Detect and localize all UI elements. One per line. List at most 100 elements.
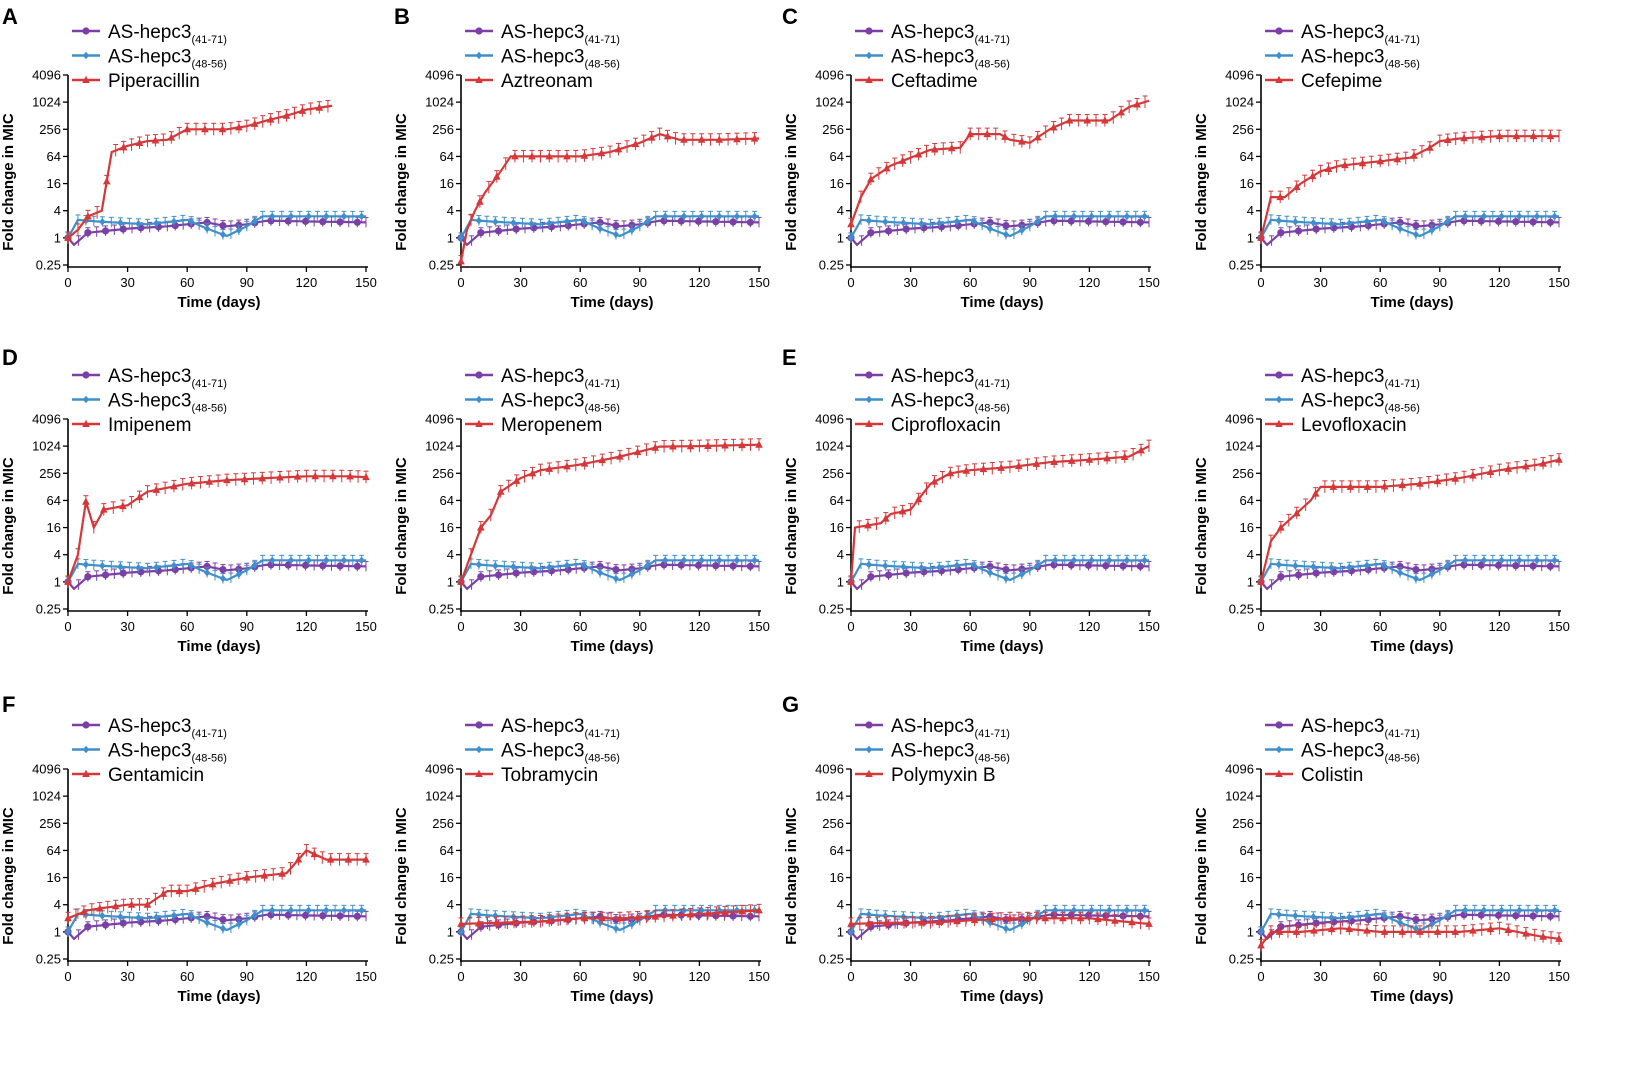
marker-triangle [669,442,677,450]
marker-triangle [697,135,706,143]
marker-circle [884,227,893,235]
legend: AS-hepc3(41-71)AS-hepc3(48-56)Colistin [1265,716,1420,786]
marker-triangle [738,440,746,449]
legend: AS-hepc3(41-71)AS-hepc3(48-56)Imipenem [72,366,227,436]
marker-diamond [1380,217,1388,226]
marker-triangle [663,132,672,140]
y-tick-label: 64 [440,493,454,508]
y-tick-label: 256 [39,466,61,481]
marker-circle [1084,911,1093,919]
y-tick-label: 4 [1247,897,1254,912]
marker-triangle [1292,182,1301,190]
marker-triangle [1327,924,1336,933]
marker-triangle [82,419,90,427]
series-hepc3-41-71 [64,215,369,247]
y-tick-label: 4096 [815,68,844,83]
x-tick-label: 150 [748,969,770,984]
marker-circle [865,27,873,35]
marker-diamond [1444,217,1451,226]
marker-diamond [1428,920,1436,929]
marker-diamond [733,906,741,915]
marker-diamond [1412,230,1420,239]
marker-triangle [669,911,677,919]
marker-triangle [187,479,196,487]
legend-label-main: Cefepime [1301,71,1382,92]
y-tick-label: 64 [1240,843,1254,858]
series-hepc3-41-71 [1257,215,1562,247]
series-antibiotic [64,843,370,925]
y-tick-label: 256 [432,466,454,481]
marker-diamond [644,217,651,226]
marker-triangle [218,125,227,133]
y-tick-label: 64 [830,149,844,164]
marker-triangle [159,889,168,897]
legend-label-main: AS-hepc3 [108,741,191,762]
y-tick-label: 4 [837,897,844,912]
marker-diamond [1551,212,1558,221]
marker-circle [1067,217,1075,225]
marker-diamond [612,924,620,933]
marker-diamond [1462,212,1469,221]
x-tick-label: 0 [64,969,71,984]
marker-triangle [733,134,741,143]
marker-circle [1494,911,1503,919]
subplot-ceftadime: 0.25 1 4 16 64 256 1024 4096 0 30 60 90 120 150 Time (… [783,22,1160,311]
marker-triangle [970,915,979,924]
marker-diamond [847,234,855,242]
legend-label-main: AS-hepc3 [108,391,191,412]
marker-triangle [1085,455,1094,463]
y-tick-label: 4 [447,203,454,218]
marker-diamond [1070,212,1078,221]
marker-circle [1546,218,1554,226]
marker-diamond [900,562,907,571]
legend-label-subscript: (48-56) [1384,753,1419,765]
marker-triangle [1133,100,1141,108]
y-tick-label: 256 [1232,466,1254,481]
legend: AS-hepc3(41-71)AS-hepc3(48-56)Cefepime [1265,22,1420,92]
marker-diamond [1310,218,1317,227]
marker-triangle [882,164,891,172]
marker-diamond [882,911,889,920]
marker-triangle [953,916,961,925]
marker-diamond [1428,226,1436,235]
marker-triangle [119,143,128,151]
marker-circle [1119,218,1127,226]
marker-circle [867,229,875,237]
y-tick-label: 4096 [815,762,844,777]
marker-circle [612,221,620,230]
marker-diamond [1292,561,1299,570]
marker-diamond [475,395,483,404]
marker-triangle [527,917,536,925]
marker-triangle [135,492,144,501]
marker-triangle [721,908,729,916]
legend-label-main: AS-hepc3 [1301,741,1384,762]
marker-triangle [1398,927,1407,935]
marker-circle [677,217,685,225]
marker-triangle [1018,137,1026,145]
y-tick-label: 1024 [815,95,844,110]
legend-label: Meropenem [501,415,602,436]
marker-circle [1412,915,1420,924]
y-tick-label: 256 [432,122,454,137]
marker-diamond [970,561,978,570]
legend: AS-hepc3(41-71)AS-hepc3(48-56)Gentamicin [72,716,227,786]
marker-diamond [986,224,994,233]
x-tick-label: 90 [240,969,254,984]
marker-circle [1067,561,1075,569]
legend-label-main: AS-hepc3 [891,716,974,737]
marker-triangle [1292,509,1301,517]
x-axis-title: Time (days) [570,294,653,311]
marker-circle [865,371,873,379]
subplot-colistin: 0.25 1 4 16 64 256 1024 4096 0 30 60 90 120 150 Time (… [1193,716,1570,1005]
marker-triangle [1311,489,1320,497]
marker-triangle [755,440,763,448]
x-tick-label: 120 [1489,969,1511,984]
marker-diamond [1275,51,1283,60]
marker-triangle [326,855,335,863]
marker-triangle [1324,164,1333,173]
marker-triangle [152,485,161,493]
y-tick-label: 4096 [425,762,454,777]
x-axis-title: Time (days) [177,988,260,1005]
marker-triangle [346,472,354,480]
marker-triangle [225,876,234,884]
